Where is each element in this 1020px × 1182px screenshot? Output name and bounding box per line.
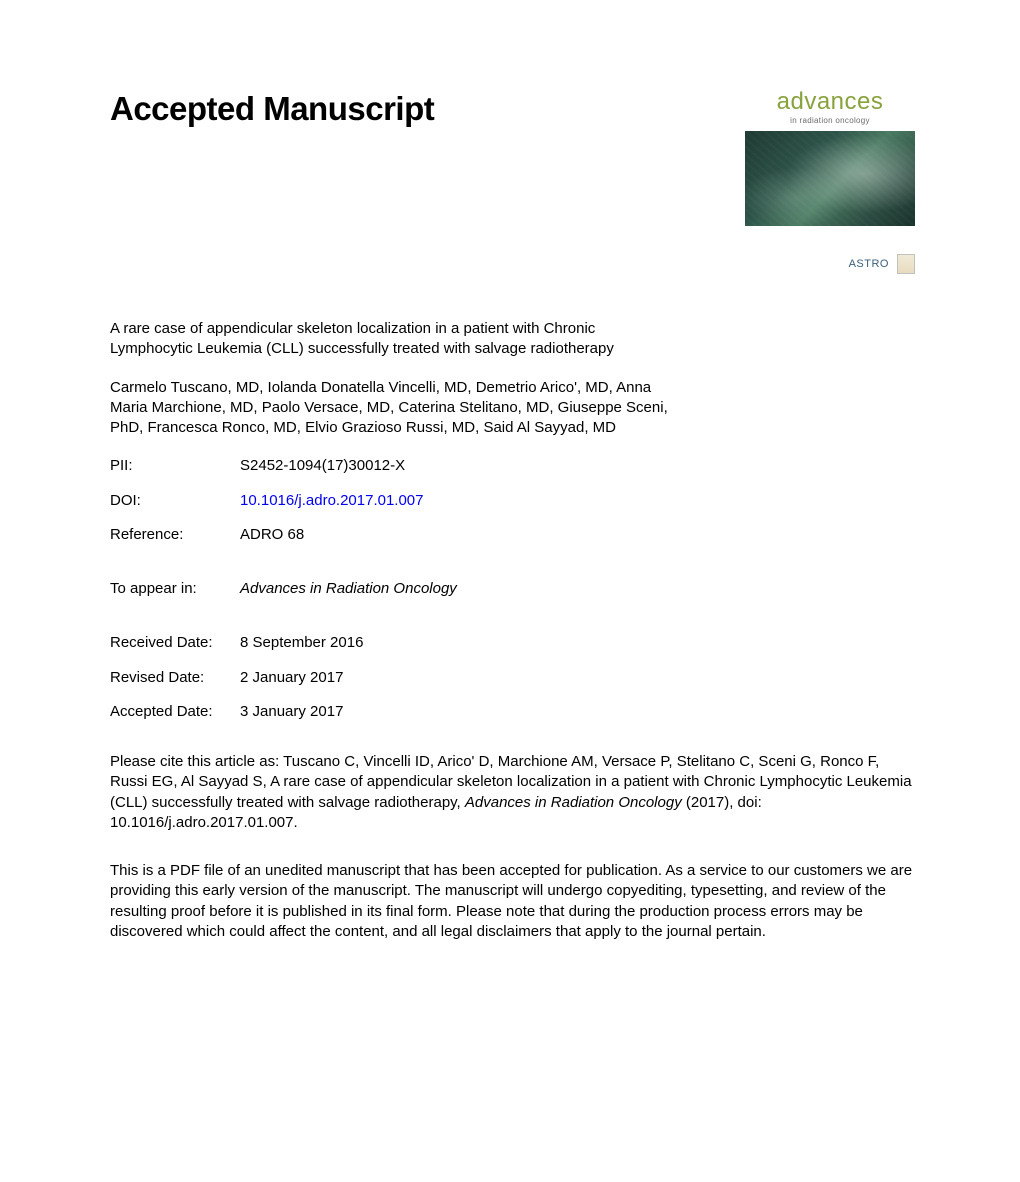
received-value: 8 September 2016 [240,633,920,653]
accepted-value: 3 January 2017 [240,702,920,722]
appear-value: Advances in Radiation Oncology [240,579,920,599]
page-heading: Accepted Manuscript [110,90,434,128]
journal-cover: advances in radiation oncology ASTRO [740,90,920,274]
revised-value: 2 January 2017 [240,668,920,688]
journal-cover-footer: ASTRO [745,254,915,274]
received-label: Received Date: [110,633,240,653]
journal-cover-art [745,131,915,226]
authors-list: Carmelo Tuscano, MD, Iolanda Donatella V… [110,378,680,439]
reference-value: ADRO 68 [240,525,920,545]
citation-block: Please cite this article as: Tuscano C, … [110,752,920,833]
pii-value: S2452-1094(17)30012-X [240,456,920,476]
doi-link[interactable]: 10.1016/j.adro.2017.01.007 [240,492,424,509]
disclaimer-text: This is a PDF file of an unedited manusc… [110,861,920,942]
elsevier-logo-icon [897,254,915,274]
journal-cover-subtitle: in radiation oncology [790,116,870,125]
revised-label: Revised Date: [110,668,240,688]
header-row: Accepted Manuscript advances in radiatio… [110,90,920,274]
citation-journal: Advances in Radiation Oncology [465,794,682,811]
pii-label: PII: [110,456,240,476]
article-title: A rare case of appendicular skeleton loc… [110,319,680,360]
accepted-label: Accepted Date: [110,702,240,722]
reference-label: Reference: [110,525,240,545]
appear-label: To appear in: [110,579,240,599]
journal-cover-title: advances [777,90,884,114]
manuscript-page: Accepted Manuscript advances in radiatio… [0,0,1020,1182]
astro-label: ASTRO [849,258,889,270]
metadata-table: PII: S2452-1094(17)30012-X DOI: 10.1016/… [110,456,920,722]
doi-label: DOI: [110,491,240,511]
